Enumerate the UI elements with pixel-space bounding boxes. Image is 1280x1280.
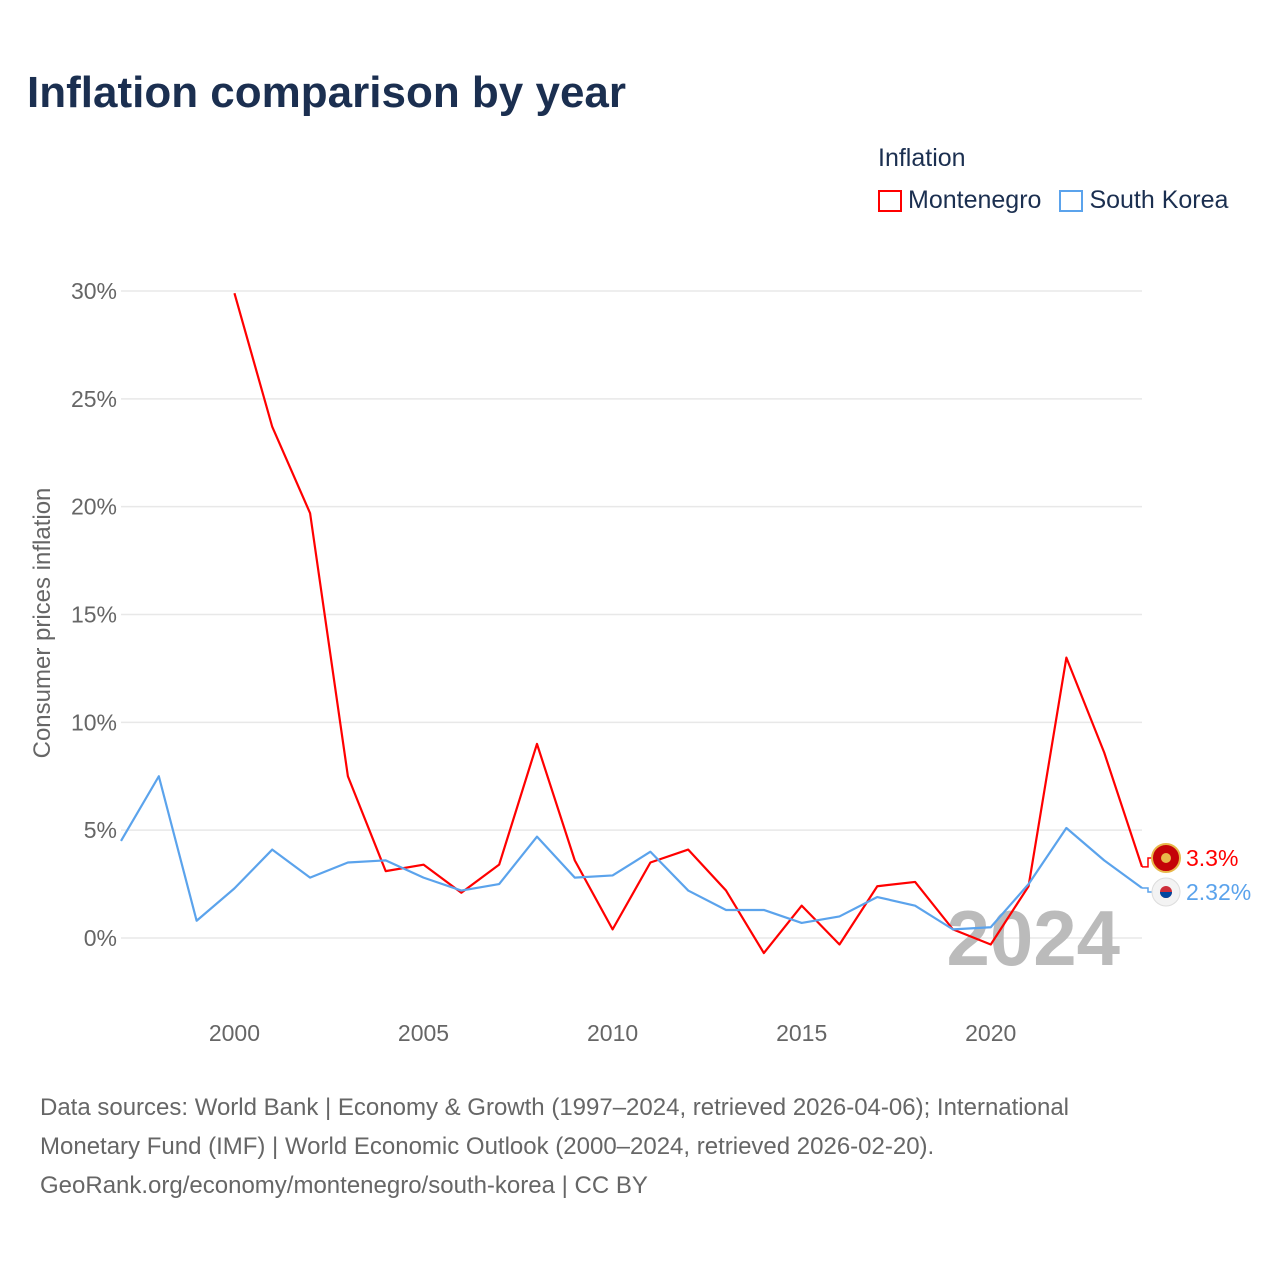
data-point [535, 835, 539, 839]
legend-swatch [1059, 189, 1084, 212]
x-tick-label: 2005 [398, 1020, 449, 1046]
y-axis-label: Consumer prices inflation [29, 488, 56, 759]
data-point [648, 861, 652, 865]
data-point [157, 774, 161, 778]
south-korea-flag-taeguk-blue [1160, 892, 1172, 898]
source-note: Data sources: World Bank | Economy & Gro… [40, 1088, 1240, 1205]
data-point [762, 908, 766, 912]
data-point [800, 904, 804, 908]
x-tick-label: 2020 [965, 1020, 1016, 1046]
x-tick-label: 2010 [587, 1020, 638, 1046]
y-tick-label: 0% [84, 925, 117, 951]
data-point [686, 848, 690, 852]
data-point [762, 951, 766, 955]
data-point [384, 869, 388, 873]
y-tick-label: 30% [71, 278, 117, 304]
data-point [535, 742, 539, 746]
data-point [837, 942, 841, 946]
source-line: GeoRank.org/economy/montenegro/south-kor… [40, 1172, 648, 1199]
legend-label: Montenegro [908, 186, 1042, 214]
data-point [422, 876, 426, 880]
data-point [951, 927, 955, 931]
data-point [346, 861, 350, 865]
data-point [422, 863, 426, 867]
source-line: Data sources: World Bank | Economy & Gro… [40, 1094, 1070, 1121]
data-point [913, 904, 917, 908]
y-tick-label: 10% [71, 709, 117, 735]
data-point [459, 889, 463, 893]
legend-item-montenegro[interactable]: Montenegro [878, 186, 1041, 215]
series-line-south-korea [120, 775, 1143, 931]
data-point [1102, 858, 1106, 862]
data-point [989, 942, 993, 946]
data-point [270, 425, 274, 429]
data-point [724, 908, 728, 912]
x-tick-label: 2000 [209, 1020, 260, 1046]
source-line: Monetary Fund (IMF) | World Economic Out… [40, 1133, 935, 1160]
data-point [989, 925, 993, 929]
data-point [611, 927, 615, 931]
data-point [875, 895, 879, 899]
y-tick-label: 20% [71, 494, 117, 520]
data-point [497, 882, 501, 886]
data-point [232, 291, 236, 295]
data-point [308, 511, 312, 515]
data-point [384, 858, 388, 862]
data-point [573, 876, 577, 880]
data-point [195, 919, 199, 923]
data-point [1027, 882, 1031, 886]
legend-title: Inflation [878, 144, 966, 172]
series-line-montenegro [233, 292, 1144, 955]
data-point [1064, 656, 1068, 660]
legend-label: South Korea [1089, 186, 1229, 214]
montenegro-flag-emblem [1161, 853, 1171, 863]
legend-item-south-korea[interactable]: South Korea [1059, 186, 1228, 215]
data-point [648, 850, 652, 854]
data-point [270, 848, 274, 852]
data-point [875, 884, 879, 888]
data-point [1064, 826, 1068, 830]
data-point [119, 839, 123, 843]
legend: Montenegro South Korea [878, 186, 1228, 215]
data-point [800, 921, 804, 925]
data-point [686, 889, 690, 893]
chart-title: Inflation comparison by year [27, 68, 627, 117]
end-connector [1142, 887, 1154, 893]
end-value-label: 2.32% [1186, 879, 1251, 905]
data-point [308, 876, 312, 880]
data-point [724, 889, 728, 893]
data-point [913, 880, 917, 884]
data-point [573, 858, 577, 862]
data-point [232, 886, 236, 890]
data-point [837, 914, 841, 918]
y-tick-label: 15% [71, 602, 117, 628]
data-point [497, 863, 501, 867]
end-value-label: 3.3% [1186, 845, 1238, 871]
data-point [1102, 751, 1106, 755]
y-tick-label: 25% [71, 386, 117, 412]
data-point [346, 774, 350, 778]
x-tick-label: 2015 [776, 1020, 827, 1046]
legend-swatch [878, 189, 902, 212]
y-tick-label: 5% [84, 817, 117, 843]
data-point [611, 873, 615, 877]
